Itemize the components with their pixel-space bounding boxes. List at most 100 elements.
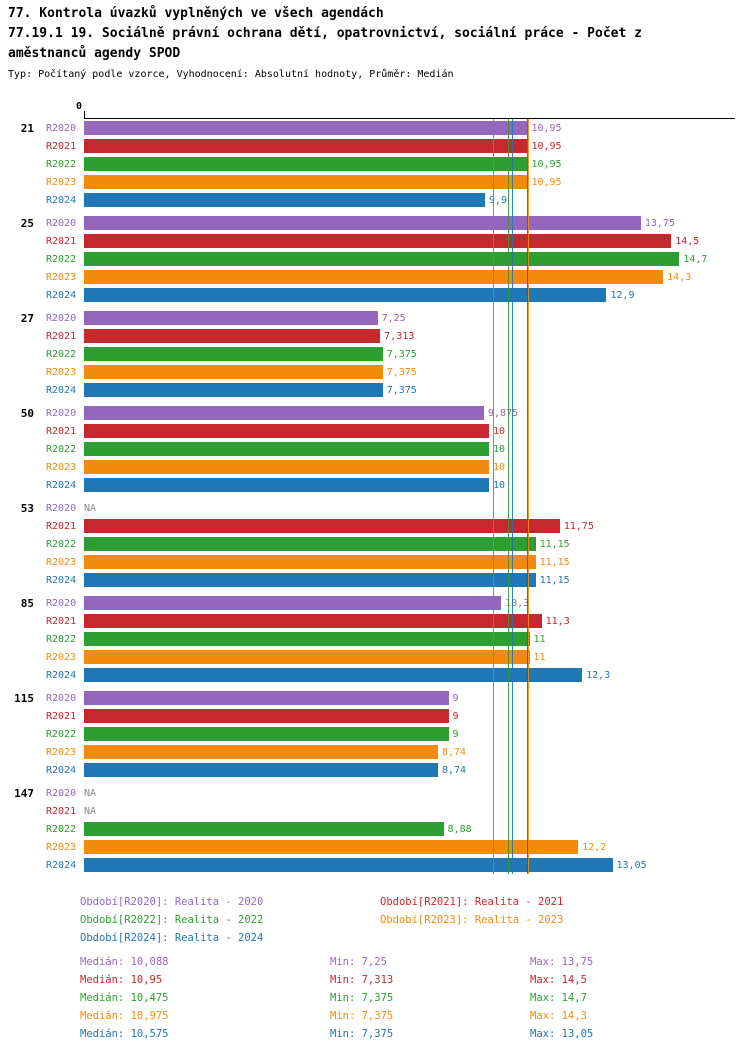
bar-R2021-group-53[interactable] <box>84 519 560 533</box>
bar-group-21: 21 R2020 10,95 R2021 10,95 R2022 10,95 R2023 10,… <box>0 119 750 209</box>
series-label: R2022 <box>46 633 77 645</box>
bar-row: 25 R2020 13,75 <box>0 214 750 232</box>
bar-R2022-group-85[interactable] <box>84 632 530 646</box>
bar-track: 7,375 <box>84 345 750 363</box>
bar-R2024-group-147[interactable] <box>84 858 613 872</box>
bar-row: R2022 10 <box>0 440 750 458</box>
bar-value: 7,375 <box>386 384 417 396</box>
bar-R2023-group-27[interactable] <box>84 365 383 379</box>
bar-R2022-group-21[interactable] <box>84 157 528 171</box>
bar-track: 7,375 <box>84 381 750 399</box>
series-label: R2024 <box>46 574 77 586</box>
series-label: R2022 <box>46 443 77 455</box>
stats-median: Medián: 10,975 <box>80 1010 169 1022</box>
bar-row: R2021 11,3 <box>0 612 750 630</box>
bar-R2022-group-53[interactable] <box>84 537 536 551</box>
bar-row: 21 R2020 10,95 <box>0 119 750 137</box>
bar-value: 14,3 <box>667 271 692 283</box>
bar-R2023-group-50[interactable] <box>84 460 489 474</box>
legend-item-R2022: Období[R2022]: Realita - 2022 <box>80 914 264 926</box>
bar-R2022-group-115[interactable] <box>84 727 449 741</box>
bar-R2024-group-85[interactable] <box>84 668 583 682</box>
bar-R2024-group-21[interactable] <box>84 193 485 207</box>
bar-value: 11 <box>533 651 546 663</box>
bar-value: 11,15 <box>539 556 570 568</box>
stats-max: Max: 14,3 <box>530 1010 587 1022</box>
bar-value: 10 <box>493 461 506 473</box>
bar-R2020-group-27[interactable] <box>84 311 378 325</box>
bar-row: R2023 8,74 <box>0 743 750 761</box>
series-label: R2020 <box>46 502 77 514</box>
bar-R2024-group-27[interactable] <box>84 383 383 397</box>
bar-R2023-group-53[interactable] <box>84 555 536 569</box>
legend-item-R2023: Období[R2023]: Realita - 2023 <box>380 914 564 926</box>
series-label: R2020 <box>46 692 77 704</box>
bar-track: 12,3 <box>84 666 750 684</box>
bar-R2021-group-115[interactable] <box>84 709 449 723</box>
bar-value: 10 <box>493 479 506 491</box>
bar-row: R2022 7,375 <box>0 345 750 363</box>
bar-value: 13,75 <box>644 217 675 229</box>
legend: Období[R2020]: Realita - 2020 Období[R202… <box>80 896 680 944</box>
bar-row: 50 R2020 9,875 <box>0 404 750 422</box>
bar-R2024-group-53[interactable] <box>84 573 536 587</box>
bar-R2022-group-147[interactable] <box>84 822 444 836</box>
bar-R2024-group-50[interactable] <box>84 478 489 492</box>
report-title-line-1: 77. Kontrola úvazků vyplněných ve všech … <box>8 6 384 21</box>
bar-value: 11,15 <box>539 574 570 586</box>
series-label: R2022 <box>46 823 77 835</box>
bar-track: 10 <box>84 476 750 494</box>
bar-R2023-group-25[interactable] <box>84 270 664 284</box>
bar-row: 27 R2020 7,25 <box>0 309 750 327</box>
bar-value: 11,3 <box>545 615 570 627</box>
bar-R2023-group-21[interactable] <box>84 175 528 189</box>
bar-R2020-group-85[interactable] <box>84 596 502 610</box>
bar-R2020-group-115[interactable] <box>84 691 449 705</box>
bar-R2020-group-21[interactable] <box>84 121 528 135</box>
bar-R2021-group-21[interactable] <box>84 139 528 153</box>
series-label: R2024 <box>46 289 77 301</box>
bar-R2023-group-85[interactable] <box>84 650 530 664</box>
bar-R2021-group-85[interactable] <box>84 614 542 628</box>
report-subtitle: Typ: Počítaný podle vzorce, Vyhodnocení:… <box>8 69 454 80</box>
bar-R2024-group-115[interactable] <box>84 763 438 777</box>
bar-R2021-group-27[interactable] <box>84 329 381 343</box>
bar-row: R2021 10,95 <box>0 137 750 155</box>
bar-value: 10,3 <box>505 597 530 609</box>
bar-value: 12,2 <box>582 841 607 853</box>
bar-R2020-group-50[interactable] <box>84 406 484 420</box>
bar-R2022-group-50[interactable] <box>84 442 489 456</box>
stats-min: Min: 7,25 <box>330 956 387 968</box>
series-label: R2024 <box>46 384 77 396</box>
bar-R2021-group-25[interactable] <box>84 234 672 248</box>
bar-row: R2024 12,9 <box>0 286 750 304</box>
bar-R2024-group-25[interactable] <box>84 288 607 302</box>
na-label: NA <box>84 787 97 799</box>
stats-min: Min: 7,375 <box>330 992 394 1004</box>
bar-R2021-group-50[interactable] <box>84 424 489 438</box>
legend-item-R2020: Období[R2020]: Realita - 2020 <box>80 896 264 908</box>
bar-row: R2023 7,375 <box>0 363 750 381</box>
stats-max: Max: 13,05 <box>530 1028 594 1040</box>
series-label: R2021 <box>46 710 77 722</box>
bar-R2022-group-27[interactable] <box>84 347 383 361</box>
series-label: R2021 <box>46 140 77 152</box>
series-label: R2021 <box>46 330 77 342</box>
bar-row: R2023 14,3 <box>0 268 750 286</box>
bar-R2023-group-147[interactable] <box>84 840 579 854</box>
stats-min: Min: 7,375 <box>330 1010 394 1022</box>
bar-row: R2024 8,74 <box>0 761 750 779</box>
series-label: R2020 <box>46 217 77 229</box>
bar-R2020-group-25[interactable] <box>84 216 641 230</box>
bar-R2022-group-25[interactable] <box>84 252 680 266</box>
bar-track: 9 <box>84 689 750 707</box>
bar-group-27: 27 R2020 7,25 R2021 7,313 R2022 7,375 R2023 7,37… <box>0 309 750 399</box>
bar-track: 14,5 <box>84 232 750 250</box>
bar-row: R2024 11,15 <box>0 571 750 589</box>
bar-value: 10,95 <box>531 158 562 170</box>
bar-R2023-group-115[interactable] <box>84 745 438 759</box>
x-axis-line <box>84 118 735 119</box>
series-label: R2022 <box>46 348 77 360</box>
stats-row-R2020: Medián: 10,088 Min: 7,25 Max: 13,75 <box>80 956 593 968</box>
